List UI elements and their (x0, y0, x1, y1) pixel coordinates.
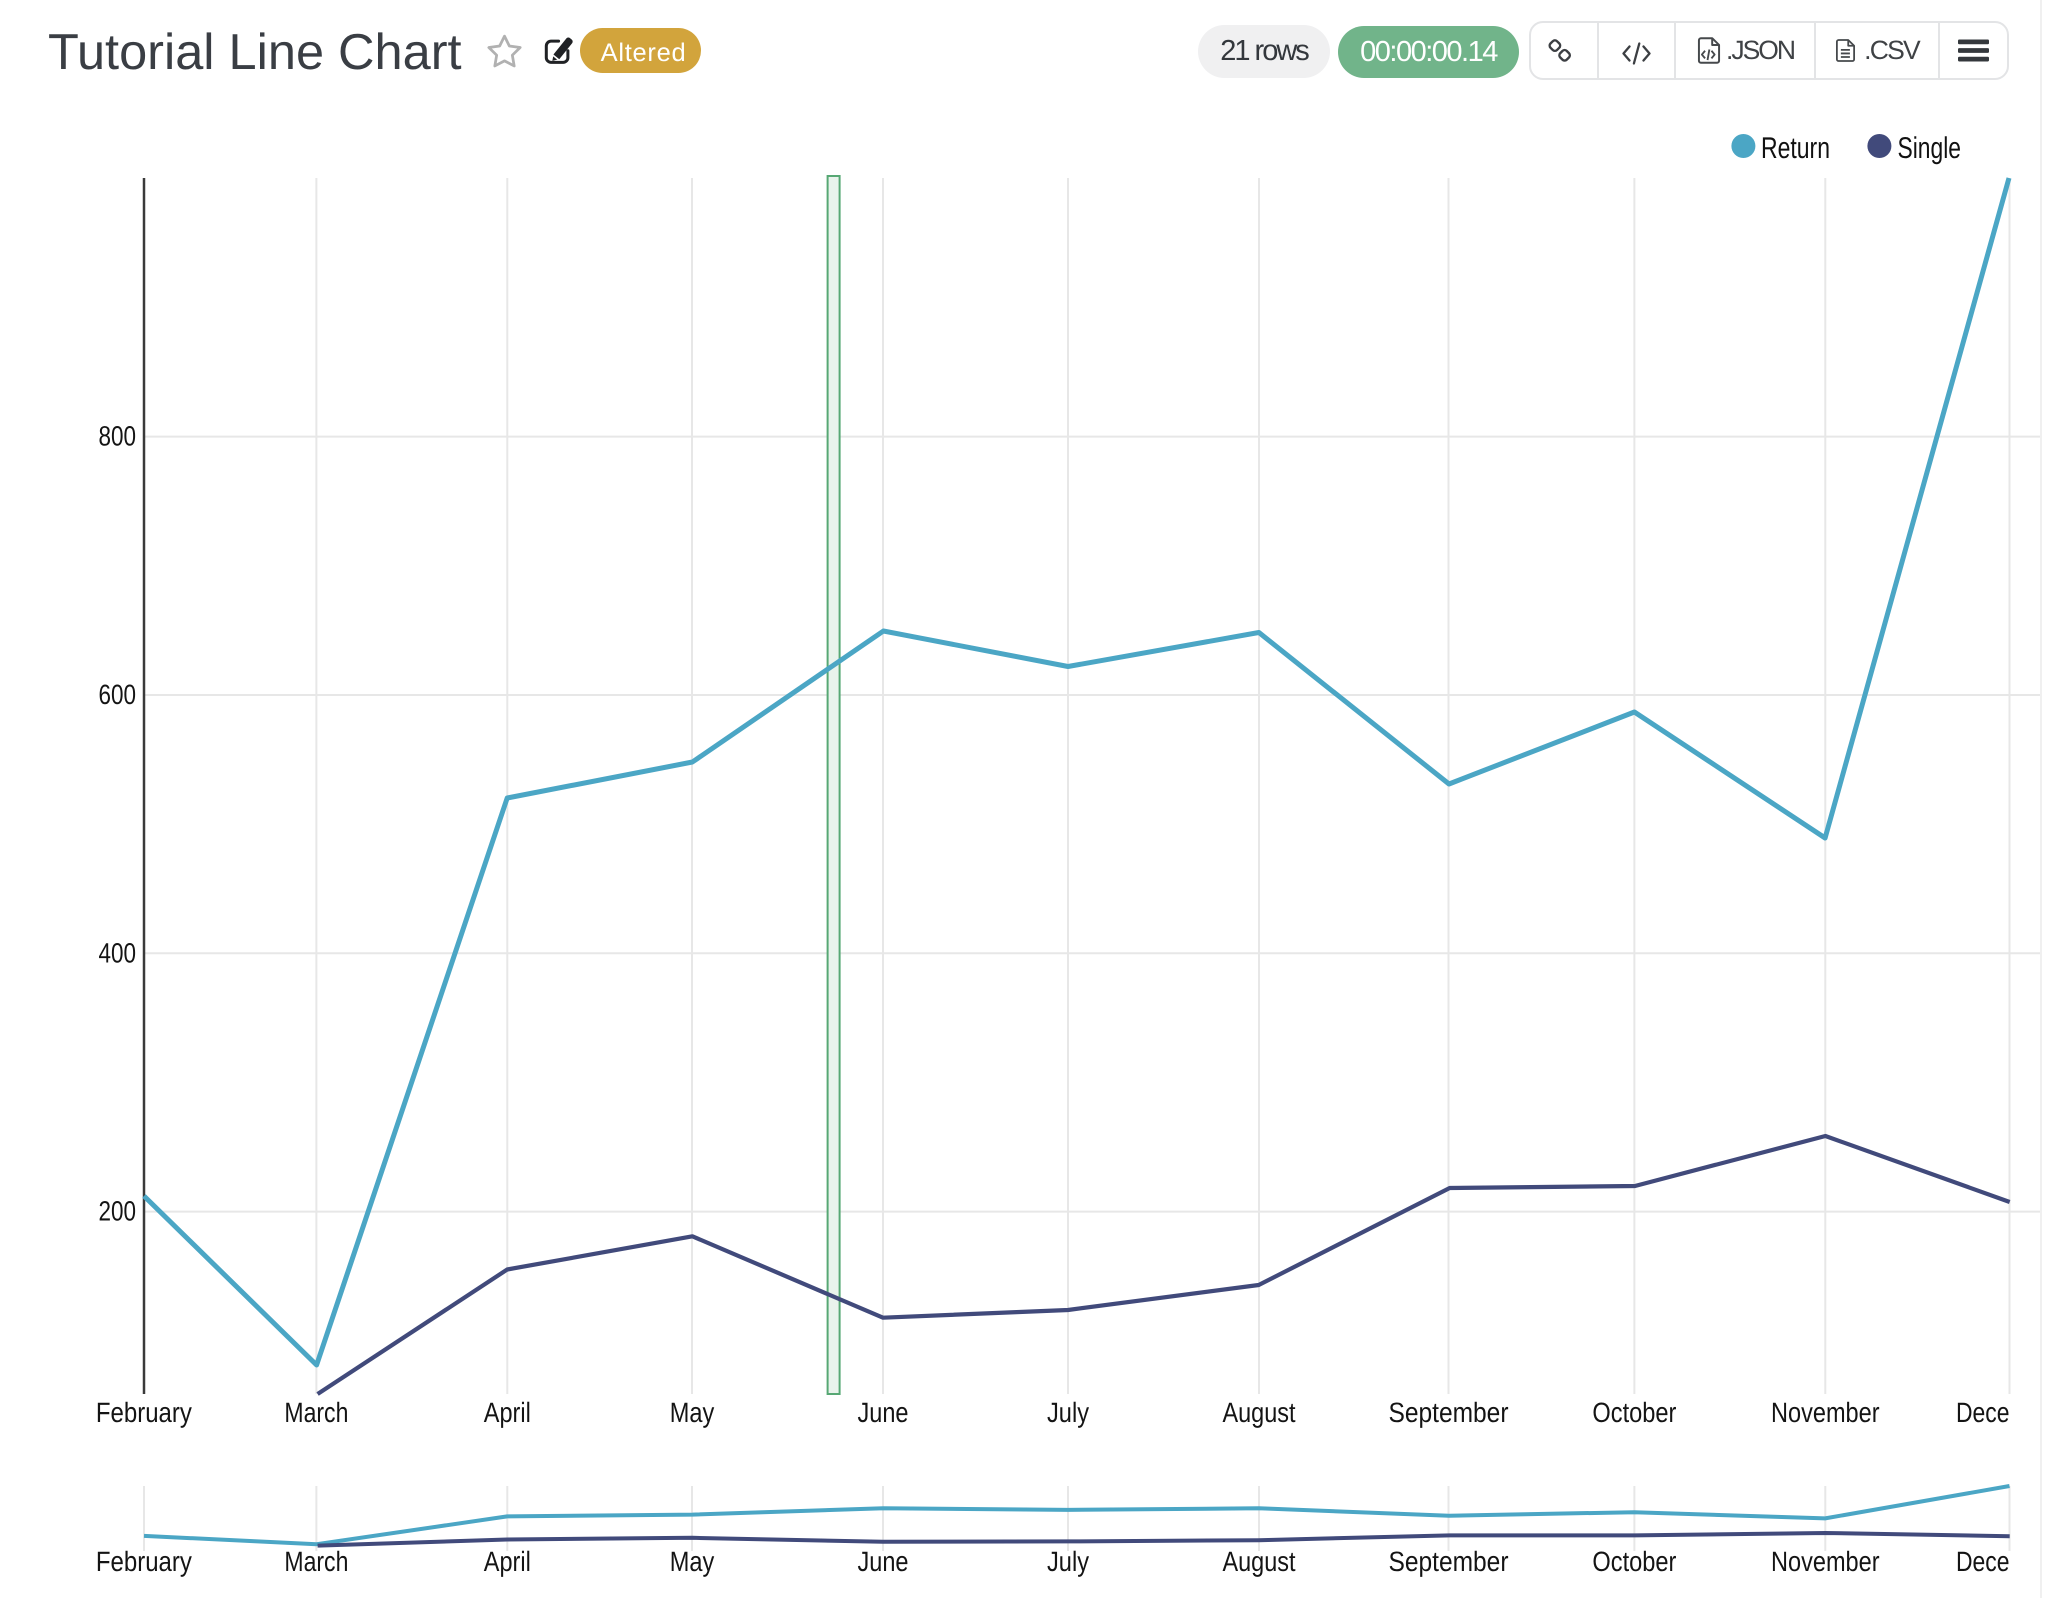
svg-text:Return: Return (1761, 132, 1830, 165)
svg-text:June: June (858, 1397, 909, 1428)
svg-text:October: October (1592, 1397, 1676, 1428)
svg-text:November: November (1771, 1397, 1880, 1428)
svg-text:September: September (1389, 1546, 1509, 1577)
svg-text:600: 600 (99, 679, 137, 710)
svg-text:February: February (96, 1397, 192, 1428)
svg-text:February: February (96, 1546, 192, 1577)
svg-text:November: November (1771, 1546, 1880, 1577)
svg-text:April: April (484, 1397, 531, 1428)
svg-text:July: July (1047, 1546, 1089, 1577)
svg-text:March: March (284, 1546, 348, 1577)
svg-text:March: March (284, 1397, 348, 1428)
svg-text:August: August (1223, 1546, 1296, 1577)
svg-text:June: June (858, 1546, 909, 1577)
svg-text:200: 200 (99, 1196, 137, 1227)
svg-text:July: July (1047, 1397, 1089, 1428)
svg-text:May: May (670, 1397, 715, 1428)
svg-text:Dece: Dece (1956, 1397, 2010, 1428)
svg-text:September: September (1389, 1397, 1509, 1428)
svg-text:May: May (670, 1546, 715, 1577)
svg-text:October: October (1592, 1546, 1676, 1577)
svg-text:Single: Single (1898, 132, 1962, 165)
svg-text:400: 400 (99, 937, 137, 968)
svg-text:800: 800 (99, 421, 137, 452)
svg-text:Dece: Dece (1956, 1546, 2010, 1577)
svg-text:August: August (1223, 1397, 1296, 1428)
svg-text:April: April (484, 1546, 531, 1577)
